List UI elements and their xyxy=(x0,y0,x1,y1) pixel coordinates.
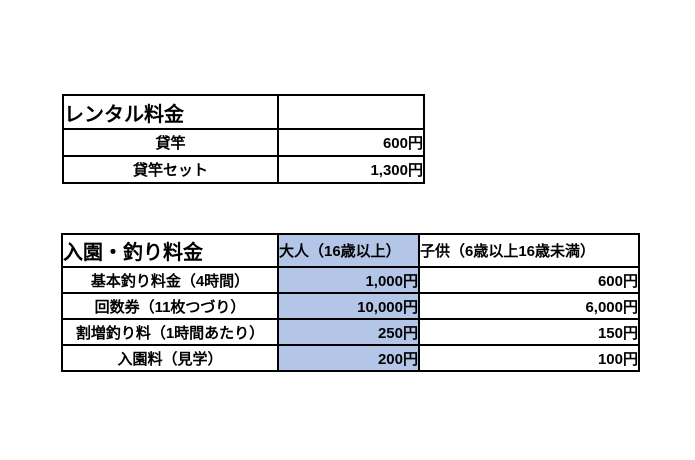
child-price: 6,000円 xyxy=(418,292,640,320)
adult-price: 200円 xyxy=(277,344,420,372)
table-row: 貸竿セット 1,300円 xyxy=(62,155,425,184)
rental-row-label: 貸竿セット xyxy=(62,155,279,184)
child-column-header: 子供（6歳以上16歳未満） xyxy=(418,233,640,268)
child-price: 100円 xyxy=(418,344,640,372)
rental-price-table: レンタル料金 貸竿 600円 貸竿セット 1,300円 xyxy=(62,94,425,184)
table-row: 基本釣り料金（4時間） 1,000円 600円 xyxy=(61,266,640,294)
admission-row-label: 入園料（見学） xyxy=(61,344,279,372)
rental-row-label: 貸竿 xyxy=(62,128,279,157)
rental-table-title: レンタル料金 xyxy=(62,94,279,130)
child-price: 600円 xyxy=(418,266,640,294)
table-row: 貸竿 600円 xyxy=(62,128,425,157)
admission-row-label: 回数券（11枚つづり） xyxy=(61,292,279,320)
table-row: 回数券（11枚つづり） 10,000円 6,000円 xyxy=(61,292,640,320)
admission-price-table: 入園・釣り料金 大人（16歳以上） 子供（6歳以上16歳未満） 基本釣り料金（4… xyxy=(61,233,640,372)
child-price: 150円 xyxy=(418,318,640,346)
rental-row-price: 600円 xyxy=(277,128,425,157)
admission-header-row: 入園・釣り料金 大人（16歳以上） 子供（6歳以上16歳未満） xyxy=(61,233,640,268)
adult-price: 1,000円 xyxy=(277,266,420,294)
adult-price: 250円 xyxy=(277,318,420,346)
admission-row-label: 基本釣り料金（4時間） xyxy=(61,266,279,294)
rental-row-price: 1,300円 xyxy=(277,155,425,184)
adult-column-header: 大人（16歳以上） xyxy=(277,233,420,268)
rental-header-empty-cell xyxy=(277,94,425,130)
admission-row-label: 割増釣り料（1時間あたり） xyxy=(61,318,279,346)
rental-header-row: レンタル料金 xyxy=(62,94,425,130)
adult-price: 10,000円 xyxy=(277,292,420,320)
admission-table-title: 入園・釣り料金 xyxy=(61,233,279,268)
table-row: 入園料（見学） 200円 100円 xyxy=(61,344,640,372)
table-row: 割増釣り料（1時間あたり） 250円 150円 xyxy=(61,318,640,346)
